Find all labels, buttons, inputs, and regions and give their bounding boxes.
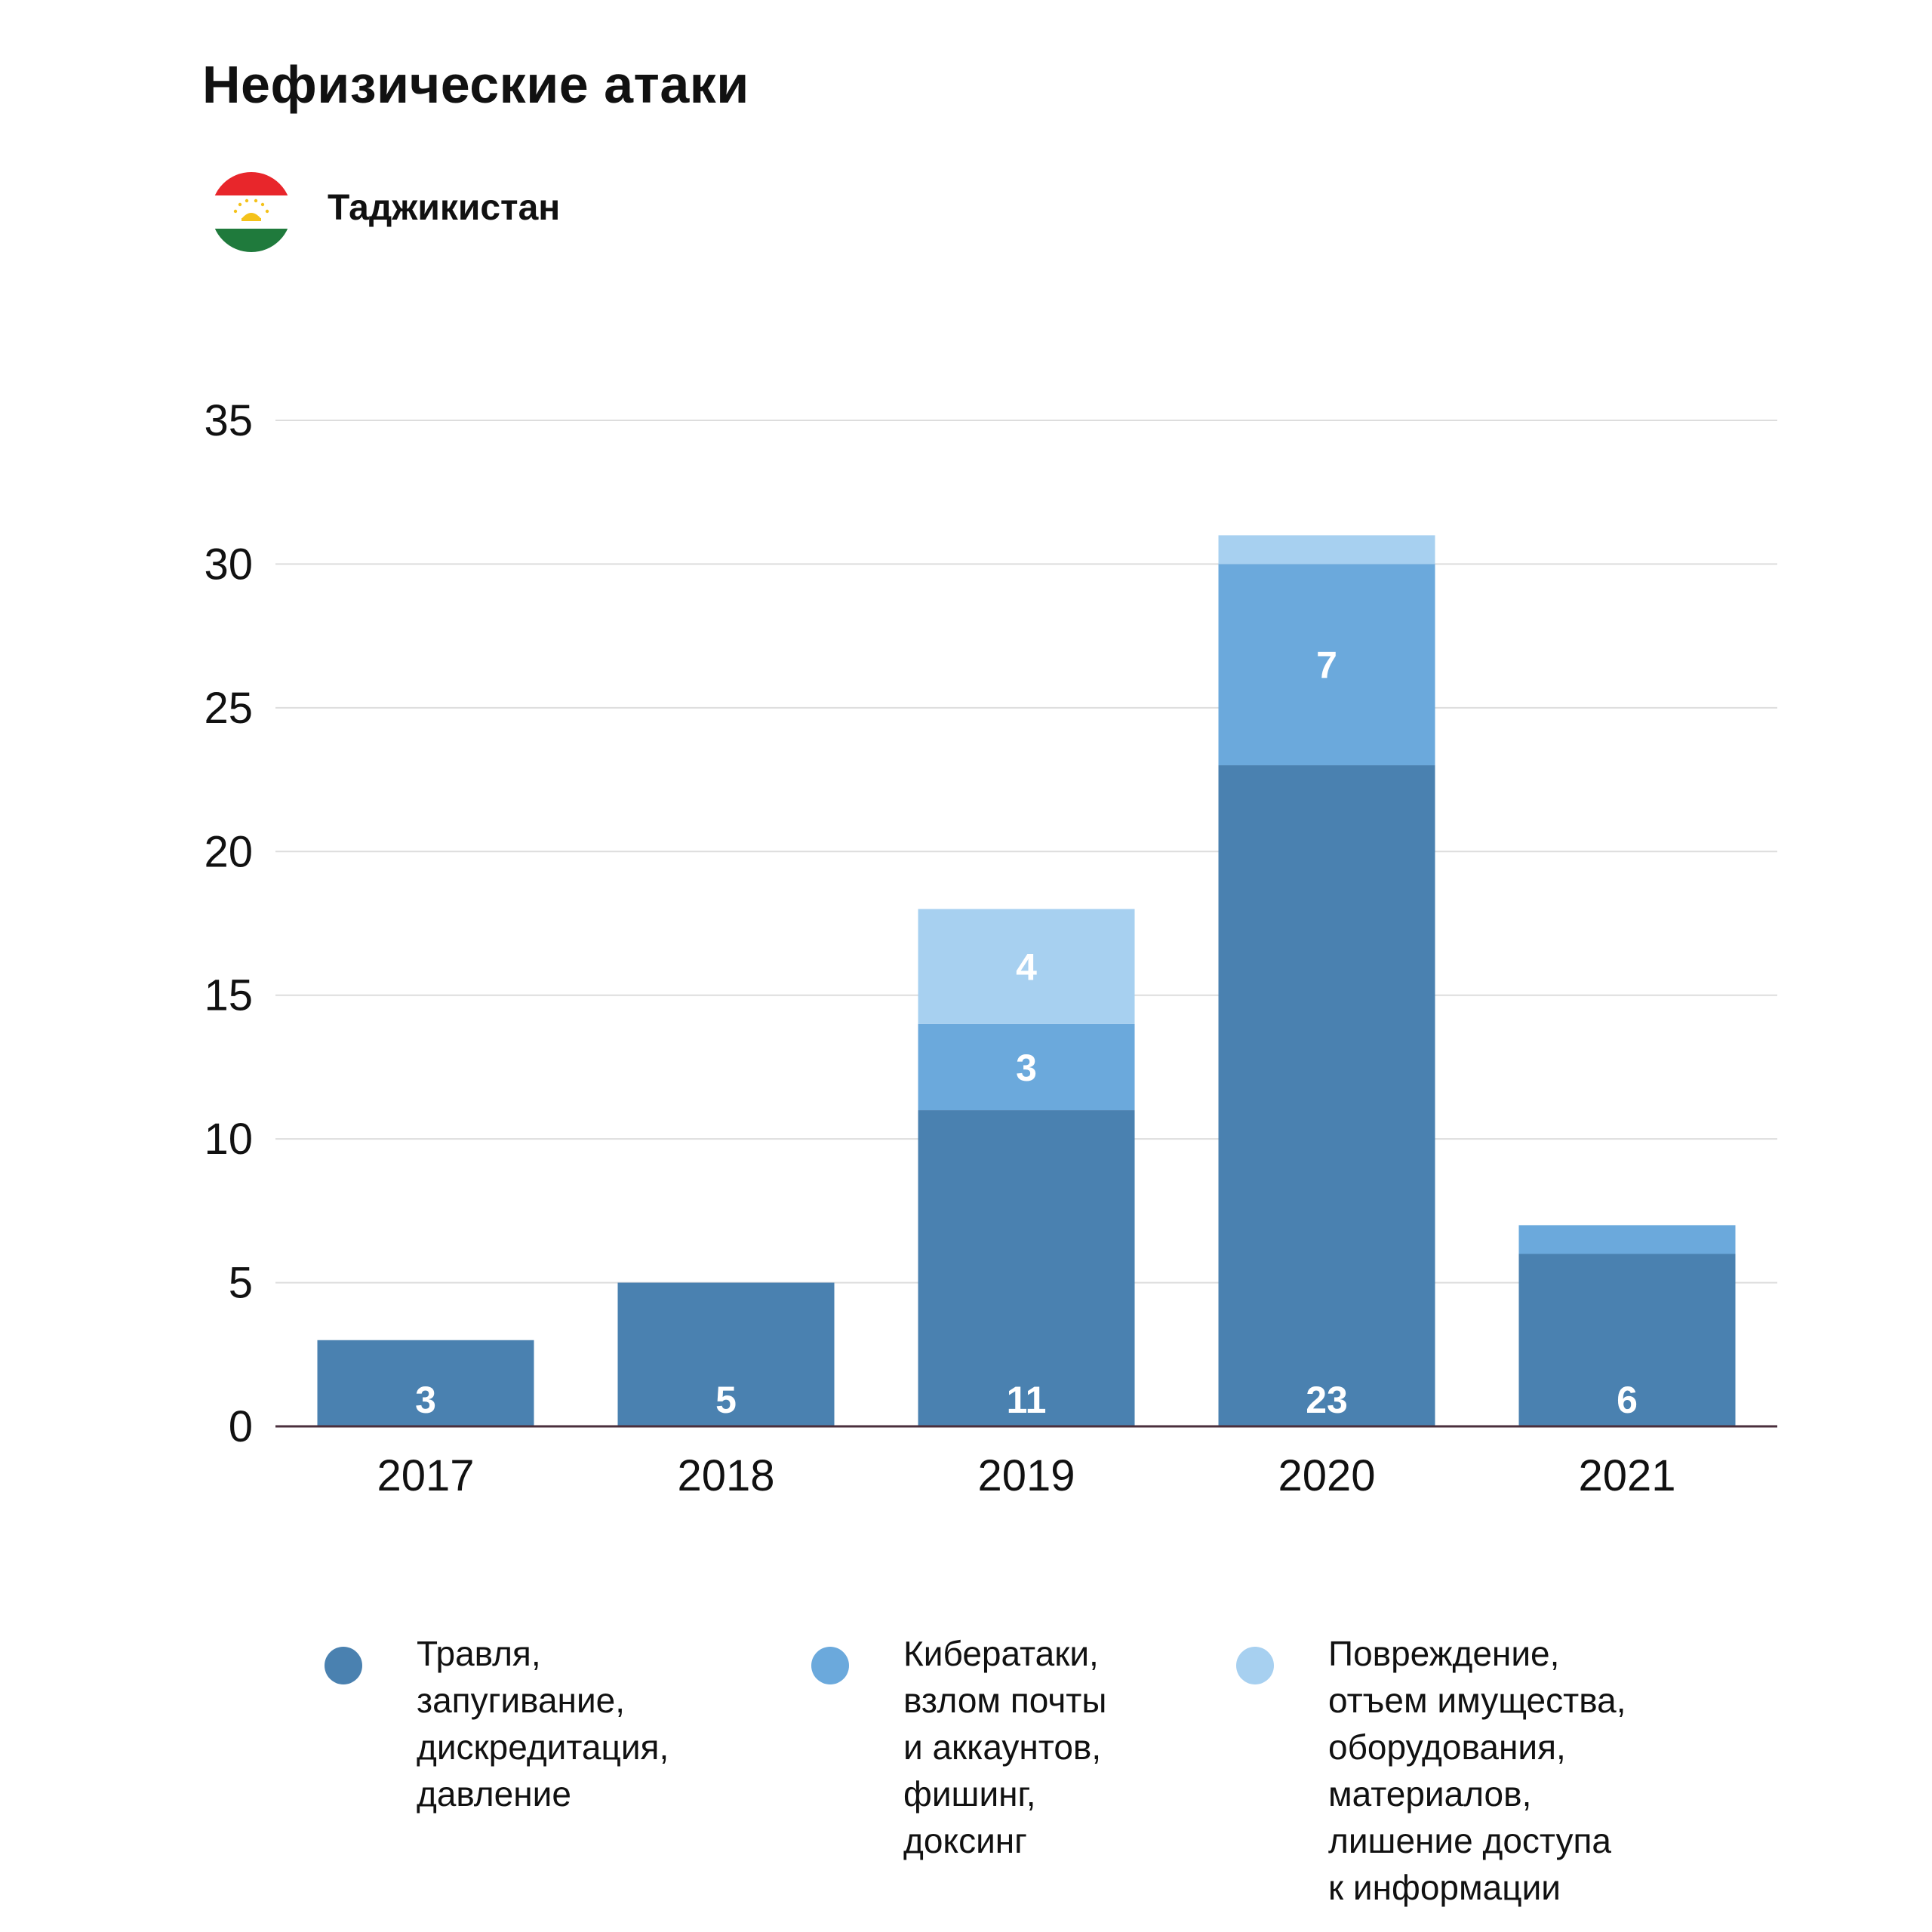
y-tick-label: 10 bbox=[204, 1115, 253, 1164]
data-label: 7 bbox=[1316, 645, 1337, 687]
legend-label-line: материалов, bbox=[1328, 1774, 1532, 1814]
legend-swatch-icon bbox=[811, 1647, 849, 1684]
stacked-bar-chart: 0 5 10 15 20 25 30 35 3 2017 5 2018 11 3 4 2019 23 7 2020 6… bbox=[204, 396, 1777, 1500]
legend-swatch-icon bbox=[325, 1647, 362, 1684]
data-label: 5 bbox=[715, 1379, 737, 1421]
x-tick-label: 2019 bbox=[977, 1451, 1075, 1500]
country-name: Таджикистан bbox=[328, 188, 561, 228]
legend-swatch-icon bbox=[1236, 1647, 1274, 1684]
chart-title: Нефизические атаки bbox=[202, 55, 749, 114]
legend-label-line: взлом почты bbox=[903, 1681, 1107, 1720]
legend-label: Повреждение, отъем имущества, оборудования… bbox=[1328, 1630, 1751, 1911]
x-tick-label: 2020 bbox=[1278, 1451, 1375, 1500]
legend-label-line: запугивание, bbox=[417, 1681, 626, 1720]
x-tick-label: 2017 bbox=[377, 1451, 474, 1500]
bar-segment bbox=[1218, 535, 1435, 565]
legend-label-line: дискредитация, bbox=[417, 1727, 669, 1767]
bar-segment bbox=[317, 1340, 534, 1426]
y-tick-label: 25 bbox=[204, 684, 253, 733]
legend-label-line: оборудования, bbox=[1328, 1727, 1566, 1767]
bar-segment bbox=[918, 1110, 1135, 1426]
bar-segment bbox=[1218, 765, 1435, 1426]
y-tick-label: 5 bbox=[229, 1259, 253, 1308]
data-label: 3 bbox=[415, 1379, 436, 1421]
y-tick-label: 0 bbox=[229, 1402, 253, 1451]
bar-segment bbox=[1218, 564, 1435, 766]
data-label: 3 bbox=[1016, 1047, 1037, 1089]
legend-label-line: фишинг, bbox=[903, 1774, 1036, 1814]
legend-label-line: Кибератаки, bbox=[903, 1634, 1099, 1673]
legend-label-line: Повреждение, bbox=[1328, 1634, 1560, 1673]
legend-label-line: давление bbox=[417, 1774, 571, 1814]
data-label: 23 bbox=[1306, 1379, 1348, 1421]
bar-segment bbox=[1518, 1225, 1736, 1254]
legend-label-line: к информации bbox=[1328, 1868, 1561, 1907]
bar-segment bbox=[918, 909, 1135, 1024]
legend-label: Травля, запугивание, дискредитация, давлени… bbox=[417, 1630, 839, 1817]
legend-label-line: лишение доступа bbox=[1328, 1821, 1611, 1860]
legend-label-line: Травля, bbox=[417, 1634, 541, 1673]
y-tick-label: 15 bbox=[204, 971, 253, 1020]
tajikistan-flag-icon bbox=[211, 172, 291, 252]
data-label: 11 bbox=[1007, 1379, 1047, 1421]
legend-label-line: доксинг bbox=[903, 1821, 1027, 1860]
y-tick-label: 20 bbox=[204, 827, 253, 876]
legend-label-line: и аккаунтов, bbox=[903, 1727, 1102, 1767]
legend-label-line: отъем имущества, bbox=[1328, 1681, 1626, 1720]
y-tick-label: 35 bbox=[204, 396, 253, 445]
bar-segment bbox=[1518, 1254, 1736, 1426]
x-tick-label: 2021 bbox=[1578, 1451, 1675, 1500]
data-label: 6 bbox=[1617, 1379, 1638, 1421]
legend-label: Кибератаки, взлом почты и аккаунтов, фишинг… bbox=[903, 1630, 1326, 1864]
bar-segment bbox=[918, 1023, 1135, 1111]
bar-segment bbox=[617, 1282, 835, 1426]
y-tick-label: 30 bbox=[204, 540, 253, 589]
x-tick-label: 2018 bbox=[677, 1451, 774, 1500]
data-label: 4 bbox=[1016, 946, 1037, 989]
